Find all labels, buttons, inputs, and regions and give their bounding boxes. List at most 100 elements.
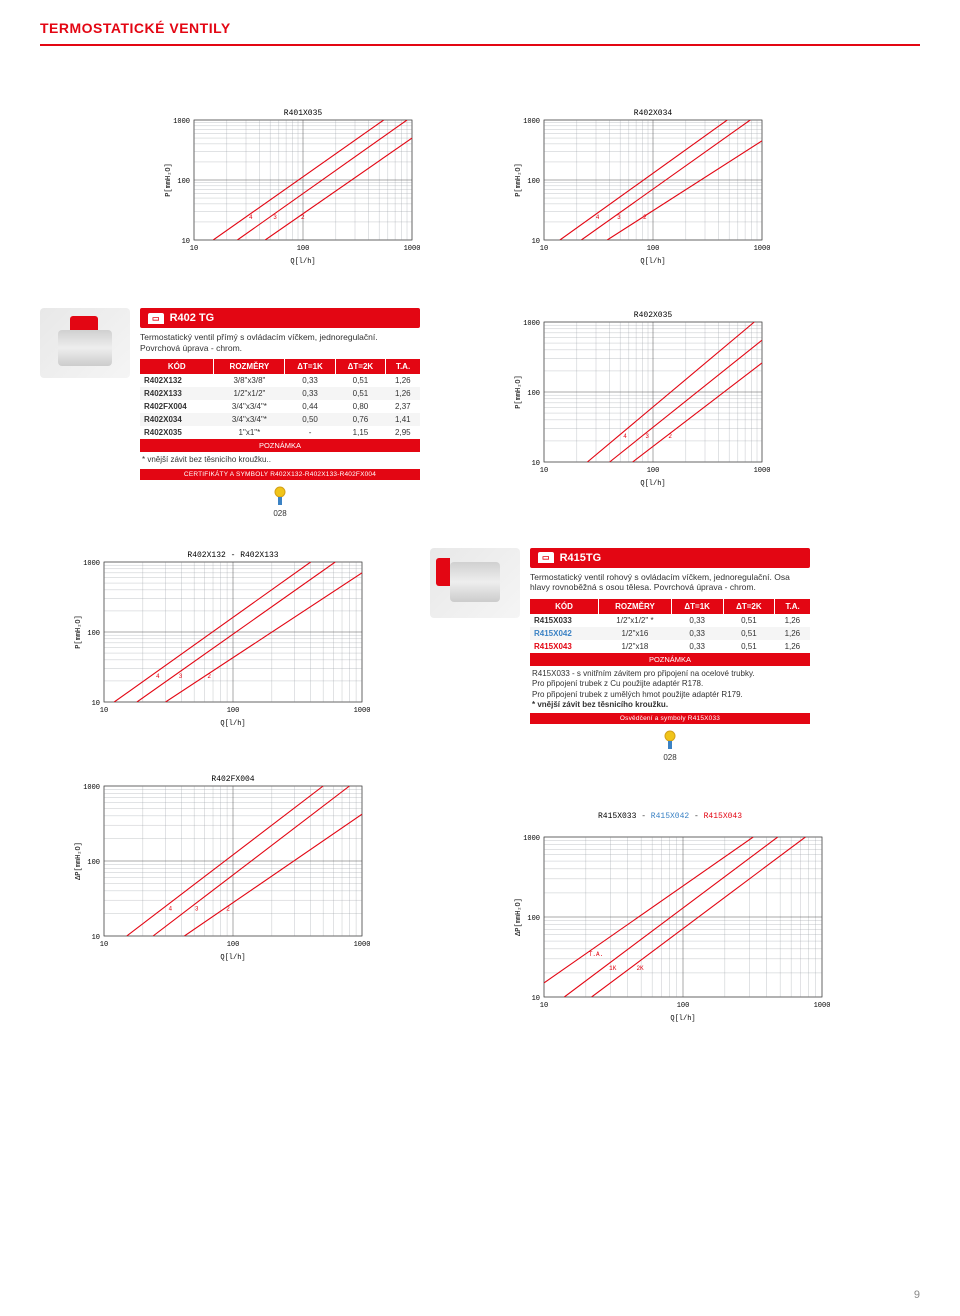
svg-text:1000: 1000 xyxy=(754,467,770,475)
svg-text:R402X034: R402X034 xyxy=(634,109,673,118)
chart-r402fx004: R402FX004101001000101001000Q[l/h]ΔP[mmH₂… xyxy=(70,772,370,1025)
svg-text:2K: 2K xyxy=(636,965,644,972)
r415tg-note: R415X033 - s vnitřním závitem pro připoj… xyxy=(530,666,810,714)
svg-text:1000: 1000 xyxy=(173,118,190,126)
chart-r401x035: R401X035101001000101001000Q[l/h]P[mmH₂O]… xyxy=(160,106,420,268)
r402tg-table: KÓDROZMĚRYΔT=1KΔT=2KT.A. R402X1323/8"x3/… xyxy=(140,359,420,452)
svg-text:1000: 1000 xyxy=(754,245,770,253)
r415tg-block: ▭ R415TG Termostatický ventil rohový s o… xyxy=(430,548,810,763)
svg-text:100: 100 xyxy=(227,941,240,949)
cert-number: 028 xyxy=(140,509,420,518)
chart-r402x034: R402X034 10 100 1000 10 100 1000 Q[l/h] P[mmH₂O]… xyxy=(510,106,770,268)
svg-text:Q[l/h]: Q[l/h] xyxy=(640,480,665,488)
svg-text:10: 10 xyxy=(100,941,108,949)
title-underline xyxy=(40,44,920,46)
product-name: R402 TG xyxy=(170,312,215,324)
svg-text:10: 10 xyxy=(540,245,548,253)
poznamka-label: POZNÁMKA xyxy=(530,653,810,666)
svg-text:1000: 1000 xyxy=(523,835,540,843)
table-header: KÓD xyxy=(140,359,214,374)
chart-r415: R415X033 - R415X042 - R415X0431010010001… xyxy=(510,812,830,1025)
svg-text:4: 4 xyxy=(596,214,600,221)
svg-text:4: 4 xyxy=(169,906,173,913)
svg-text:3: 3 xyxy=(273,214,277,221)
svg-text:10: 10 xyxy=(92,700,100,708)
svg-text:100: 100 xyxy=(647,245,660,253)
svg-text:ΔP[mmH₂O]: ΔP[mmH₂O] xyxy=(515,899,523,937)
r415tg-table: KÓDROZMĚRYΔT=1KΔT=2KT.A. R415X0331/2"x1/… xyxy=(530,599,810,666)
chart-r402x132-133: R402X132 - R402X133101001000101001000Q[l… xyxy=(70,548,370,730)
svg-text:2: 2 xyxy=(301,214,305,221)
valve-straight-icon xyxy=(40,308,130,378)
svg-text:100: 100 xyxy=(87,859,100,867)
r402tg-header: ▭ R402 TG xyxy=(140,308,420,328)
svg-text:100: 100 xyxy=(527,178,540,186)
tab-icon: ▭ xyxy=(148,313,164,324)
table-header: ROZMĚRY xyxy=(599,599,672,614)
svg-text:Q[l/h]: Q[l/h] xyxy=(220,954,245,962)
svg-text:100: 100 xyxy=(297,245,310,253)
svg-text:2: 2 xyxy=(207,673,211,680)
table-row: R402X0351"x1"*-1,152,95 xyxy=(140,426,420,439)
r402tg-cert: CERTIFIKÁTY A SYMBOLY R402X132-R402X133-… xyxy=(140,469,420,480)
svg-text:Q[l/h]: Q[l/h] xyxy=(220,720,245,728)
table-row: R402X1331/2"x1/2"0,330,511,26 xyxy=(140,387,420,400)
table-row: R402X0343/4"x3/4"*0,500,761,41 xyxy=(140,413,420,426)
svg-text:P[mmH₂O]: P[mmH₂O] xyxy=(165,163,173,197)
svg-text:100: 100 xyxy=(177,178,190,186)
svg-text:3: 3 xyxy=(195,906,199,913)
svg-text:P[mmH₂O]: P[mmH₂O] xyxy=(75,615,83,649)
svg-text:10: 10 xyxy=(532,995,540,1003)
svg-text:P[mmH₂O]: P[mmH₂O] xyxy=(515,163,523,197)
svg-text:4: 4 xyxy=(156,673,160,680)
table-row: R402FX0043/4"x3/4"*0,440,802,37 xyxy=(140,400,420,413)
svg-text:1000: 1000 xyxy=(523,118,540,126)
svg-text:10: 10 xyxy=(532,460,540,468)
chart-r402x035: R402X035101001000101001000Q[l/h]P[mmH₂O]… xyxy=(510,308,770,490)
svg-text:R401X035: R401X035 xyxy=(284,109,323,118)
svg-text:ΔP[mmH₂O]: ΔP[mmH₂O] xyxy=(75,843,83,881)
svg-text:10: 10 xyxy=(100,707,108,715)
svg-text:10: 10 xyxy=(190,245,198,253)
table-row: R415X0431/2"x180,330,511,26 xyxy=(530,640,810,653)
svg-text:1000: 1000 xyxy=(814,1002,830,1010)
svg-text:100: 100 xyxy=(677,1002,690,1010)
r415tg-cert: Osvědčení a symboly R415X033 xyxy=(530,713,810,724)
table-row: R415X0421/2"x160,330,511,26 xyxy=(530,627,810,640)
svg-text:3: 3 xyxy=(617,214,621,221)
table-row: R402X1323/8"x3/8"0,330,511,26 xyxy=(140,374,420,387)
table-header: ΔT=1K xyxy=(671,599,723,614)
svg-text:10: 10 xyxy=(182,238,190,246)
table-header: KÓD xyxy=(530,599,599,614)
svg-text:Q[l/h]: Q[l/h] xyxy=(640,258,665,266)
svg-text:2: 2 xyxy=(643,214,647,221)
svg-text:R402FX004: R402FX004 xyxy=(211,775,254,784)
svg-text:3: 3 xyxy=(645,433,649,440)
table-header: ΔT=2K xyxy=(723,599,775,614)
tab-icon: ▭ xyxy=(538,552,554,563)
svg-text:Q[l/h]: Q[l/h] xyxy=(670,1015,695,1023)
svg-text:T.A.: T.A. xyxy=(589,951,603,958)
table-row: R415X0331/2"x1/2" *0,330,511,26 xyxy=(530,614,810,627)
svg-text:1000: 1000 xyxy=(523,320,540,328)
svg-text:100: 100 xyxy=(227,707,240,715)
svg-text:10: 10 xyxy=(92,934,100,942)
r402tg-block: ▭ R402 TG Termostatický ventil přímý s o… xyxy=(40,308,420,518)
svg-text:10: 10 xyxy=(532,238,540,246)
svg-text:1000: 1000 xyxy=(404,245,420,253)
svg-text:10: 10 xyxy=(540,467,548,475)
cert-number: 028 xyxy=(530,753,810,762)
svg-text:100: 100 xyxy=(527,915,540,923)
table-header: ROZMĚRY xyxy=(214,359,285,374)
page-title: TERMOSTATICKÉ VENTILY xyxy=(40,20,920,36)
svg-text:1000: 1000 xyxy=(83,784,100,792)
svg-text:4: 4 xyxy=(623,433,627,440)
poznamka-label: POZNÁMKA xyxy=(140,439,420,452)
svg-text:4: 4 xyxy=(249,214,253,221)
top-charts-row: R401X035 10 100 1000 10 100 1000 Q[l/h] P[mmH₂O]… xyxy=(160,106,920,268)
page-number: 9 xyxy=(914,1289,920,1301)
svg-text:1000: 1000 xyxy=(83,560,100,568)
table-header: ΔT=1K xyxy=(285,359,335,374)
table-header: T.A. xyxy=(775,599,810,614)
svg-text:2: 2 xyxy=(668,433,672,440)
